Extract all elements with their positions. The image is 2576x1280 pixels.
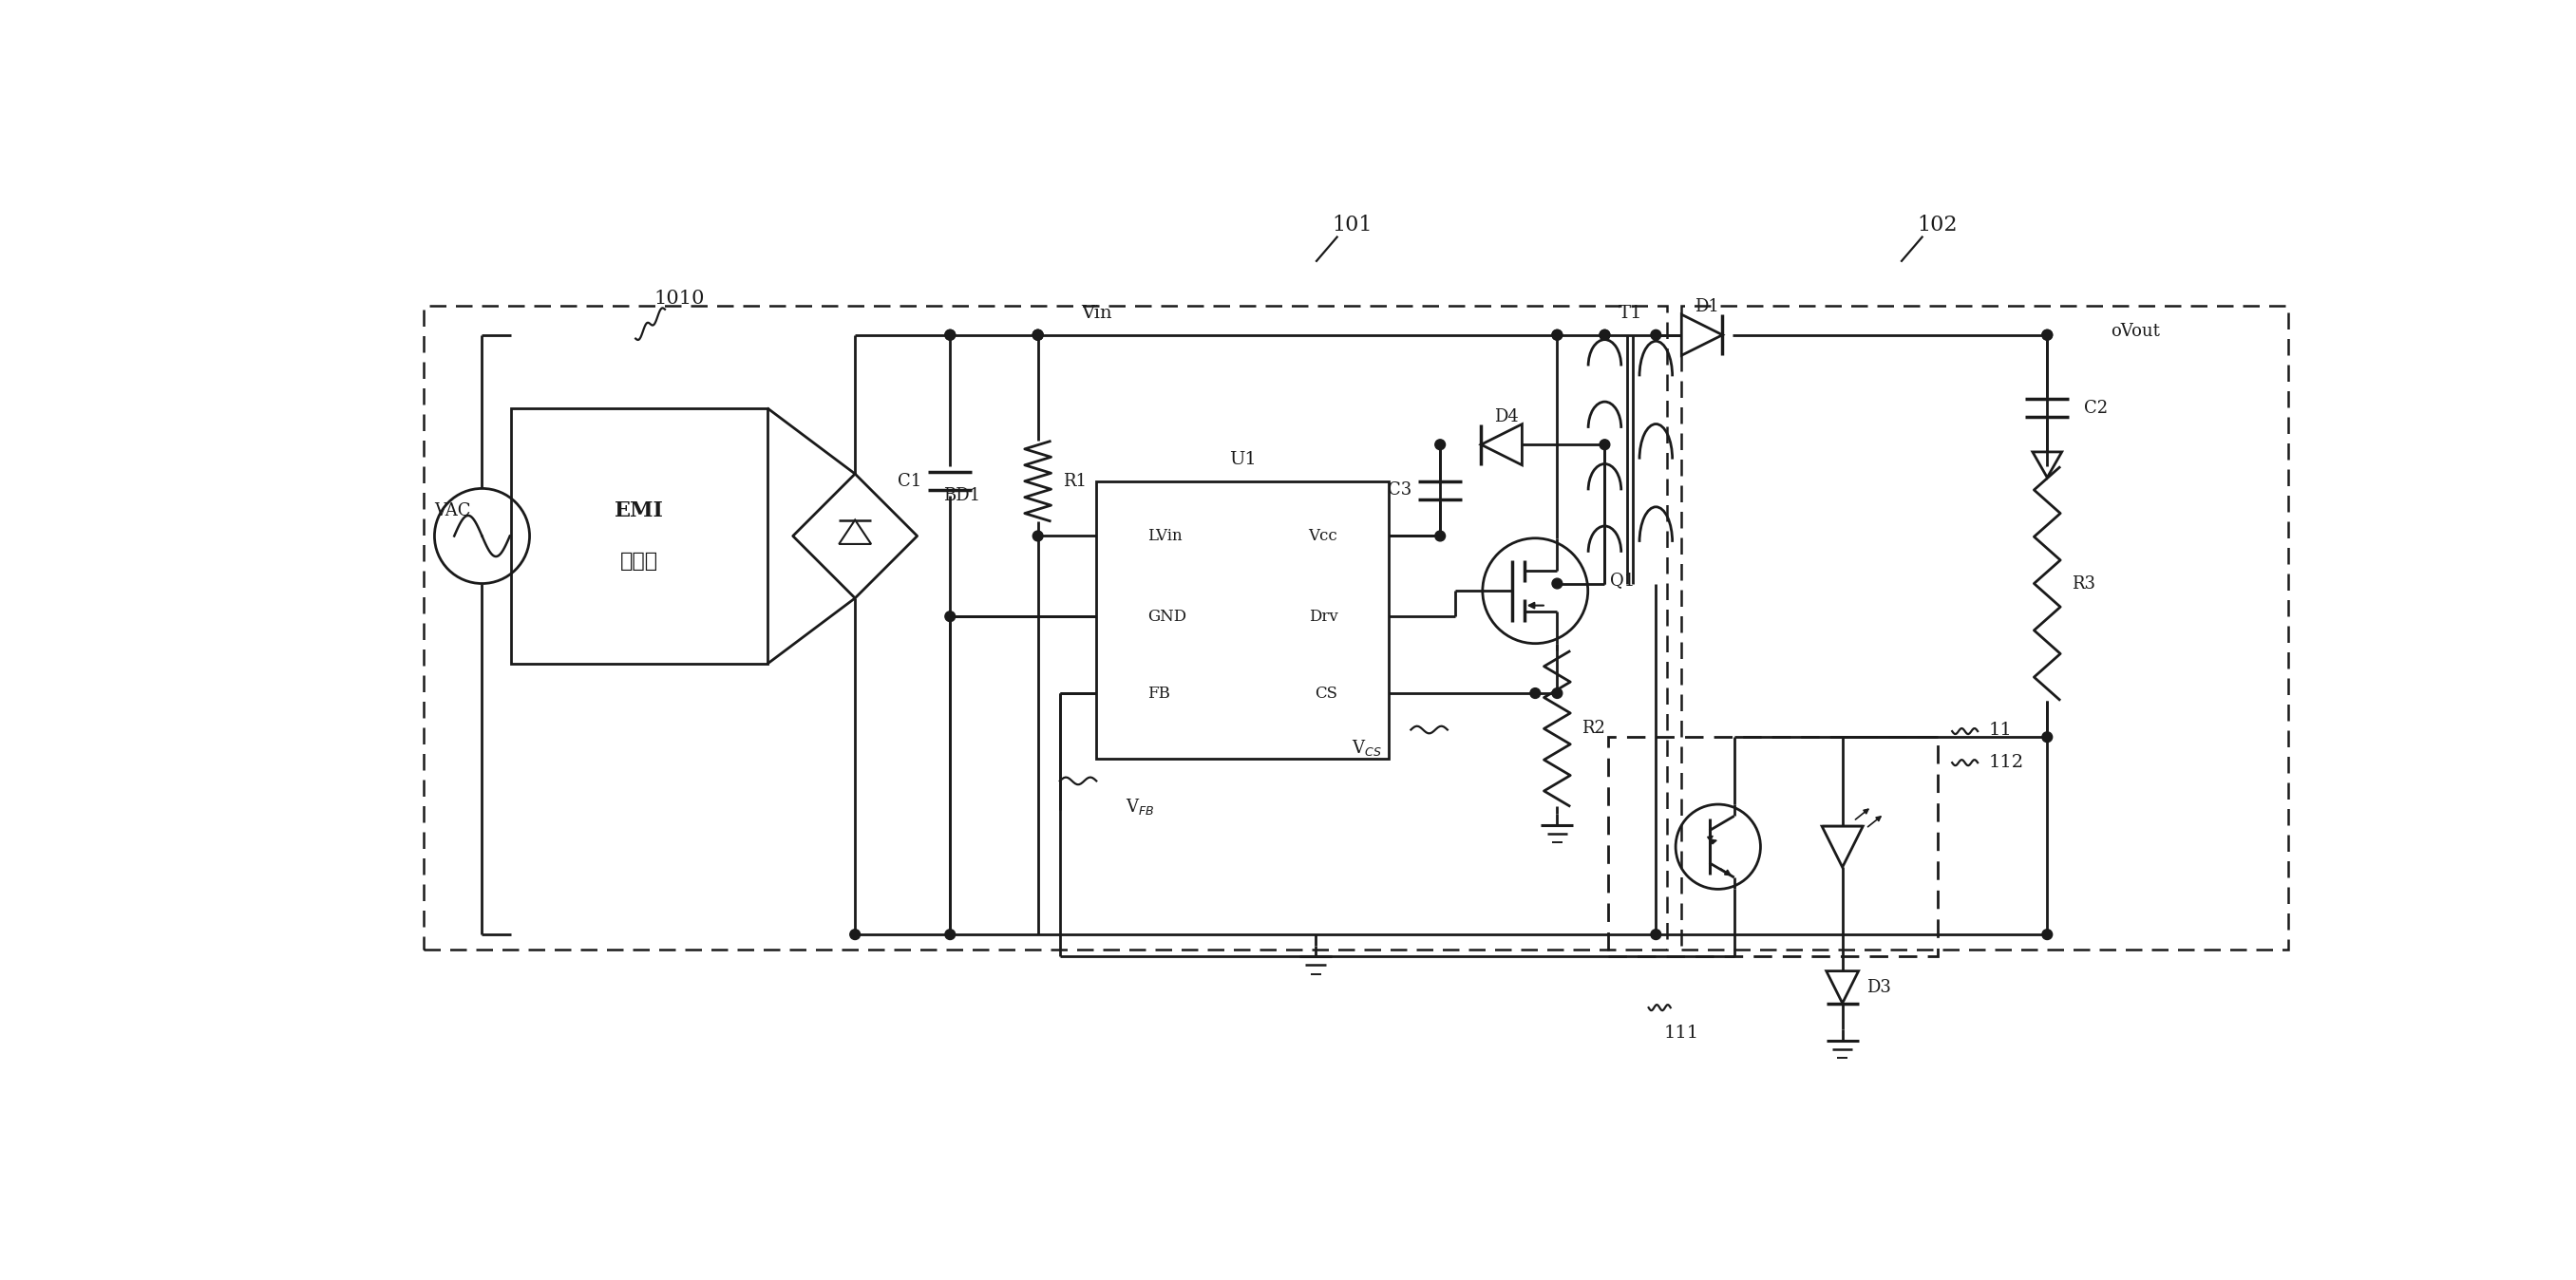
Circle shape [945,330,956,340]
Circle shape [850,929,860,940]
Circle shape [2043,330,2053,340]
Polygon shape [1826,972,1857,1004]
Text: 1010: 1010 [654,289,706,307]
Circle shape [1435,439,1445,449]
Polygon shape [1821,827,1862,868]
Circle shape [1600,330,1610,340]
Circle shape [945,612,956,622]
Circle shape [2043,330,2053,340]
Circle shape [1651,929,1662,940]
Text: Vin: Vin [1082,305,1113,321]
Text: LVin: LVin [1146,527,1182,544]
Text: BD1: BD1 [943,488,979,504]
Text: CS: CS [1314,685,1337,701]
Text: 112: 112 [1989,754,2025,771]
Text: VAC: VAC [435,502,471,518]
Text: 102: 102 [1917,215,1958,236]
Polygon shape [1481,424,1522,465]
Text: V$_{CS}$: V$_{CS}$ [1352,739,1383,758]
Text: EMI: EMI [616,500,665,521]
Text: C3: C3 [1388,481,1412,499]
Text: R1: R1 [1061,472,1087,490]
Polygon shape [840,520,871,544]
Circle shape [1600,439,1610,449]
Text: V$_{FB}$: V$_{FB}$ [1126,796,1154,817]
Text: C1: C1 [899,472,922,490]
Text: 101: 101 [1332,215,1373,236]
Text: R3: R3 [2071,575,2097,593]
Text: D3: D3 [1868,979,1891,996]
Circle shape [1651,330,1662,340]
Circle shape [1435,531,1445,541]
Text: U1: U1 [1229,451,1257,467]
Text: Vcc: Vcc [1309,527,1337,544]
Text: FB: FB [1146,685,1170,701]
Polygon shape [1682,315,1723,356]
Text: GND: GND [1146,608,1188,625]
Text: 11: 11 [1989,721,2012,739]
Circle shape [1553,330,1561,340]
Text: D4: D4 [1494,408,1517,425]
Circle shape [1033,330,1043,340]
Circle shape [1530,689,1540,699]
Text: D1: D1 [1695,298,1718,316]
Text: T1: T1 [1618,305,1643,321]
Text: C2: C2 [2084,399,2107,416]
Circle shape [2043,732,2053,742]
Circle shape [1600,330,1610,340]
Circle shape [2043,929,2053,940]
Circle shape [1033,330,1043,340]
Text: oVout: oVout [2110,323,2159,339]
Circle shape [1553,330,1561,340]
Text: 滤波器: 滤波器 [621,552,659,572]
Circle shape [945,929,956,940]
Circle shape [1553,579,1561,589]
Circle shape [1033,531,1043,541]
Circle shape [945,330,956,340]
Text: Drv: Drv [1309,608,1337,625]
Text: 111: 111 [1664,1024,1700,1042]
Circle shape [1033,330,1043,340]
Circle shape [1553,689,1561,699]
Text: R2: R2 [1582,721,1605,737]
Text: Q1: Q1 [1610,571,1636,589]
